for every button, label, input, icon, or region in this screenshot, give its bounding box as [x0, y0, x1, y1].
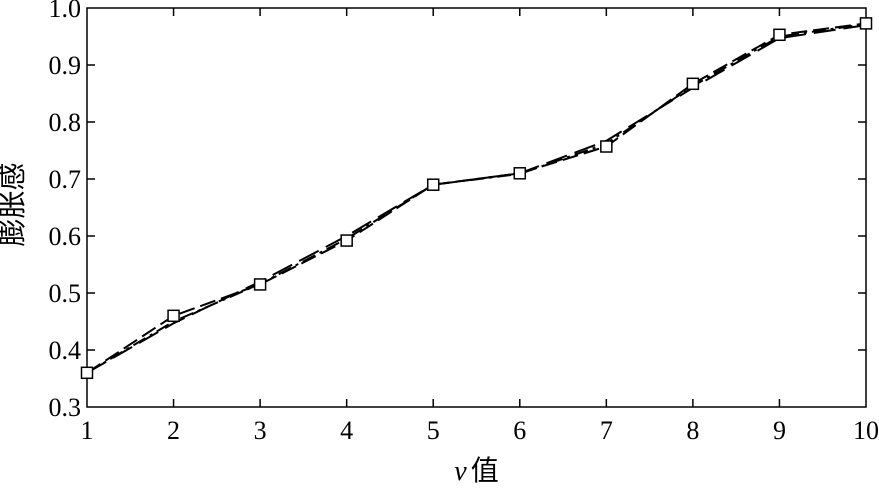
x-tick-label: 3	[254, 416, 267, 445]
y-tick-label: 0.7	[49, 165, 82, 194]
data-point-square	[513, 167, 527, 180]
x-tick-label: 8	[686, 416, 699, 445]
series-layer	[86, 22, 867, 374]
data-point-square	[426, 178, 440, 191]
y-tick-label: 1.0	[49, 0, 82, 23]
data-point-square	[167, 309, 180, 323]
x-tick-label: 4	[340, 416, 353, 445]
y-tick-label: 0.3	[49, 393, 82, 422]
data-point-square	[686, 77, 700, 91]
y-tick-label: 0.8	[49, 108, 82, 137]
y-axis-label: 膨胀感	[0, 162, 29, 246]
series-line-1	[86, 22, 867, 374]
x-tick-label: 7	[600, 416, 613, 445]
y-tick-label: 0.9	[49, 51, 82, 80]
data-point-square	[859, 17, 873, 30]
data-point-square	[253, 278, 267, 291]
y-tick-label: 0.5	[49, 279, 82, 308]
x-tick-label: 1	[81, 416, 94, 445]
x-axis-label-text: 值	[471, 454, 499, 487]
data-point-square	[80, 366, 94, 380]
plot-area-frame	[86, 7, 867, 408]
data-point-square	[600, 140, 613, 153]
x-axis-ticks: 1 2 3 4 5 6 7 8 9 10	[81, 8, 879, 445]
series-line-3	[86, 23, 867, 374]
x-tick-label: 5	[427, 416, 440, 445]
data-point-square	[773, 28, 786, 42]
x-axis-label-variable: v	[454, 456, 467, 487]
y-axis-ticks: 0.3 0.4 0.5 0.6 0.7 0.8 0.9 1.0	[49, 0, 866, 422]
x-tick-label: 6	[513, 416, 526, 445]
marker-layer	[80, 17, 873, 380]
x-tick-label: 2	[167, 416, 180, 445]
y-tick-label: 0.6	[49, 222, 82, 251]
series-line-2	[86, 24, 867, 374]
x-tick-label: 10	[853, 416, 879, 445]
x-tick-label: 9	[773, 416, 786, 445]
data-point-square	[340, 234, 353, 247]
y-tick-label: 0.4	[49, 336, 82, 365]
